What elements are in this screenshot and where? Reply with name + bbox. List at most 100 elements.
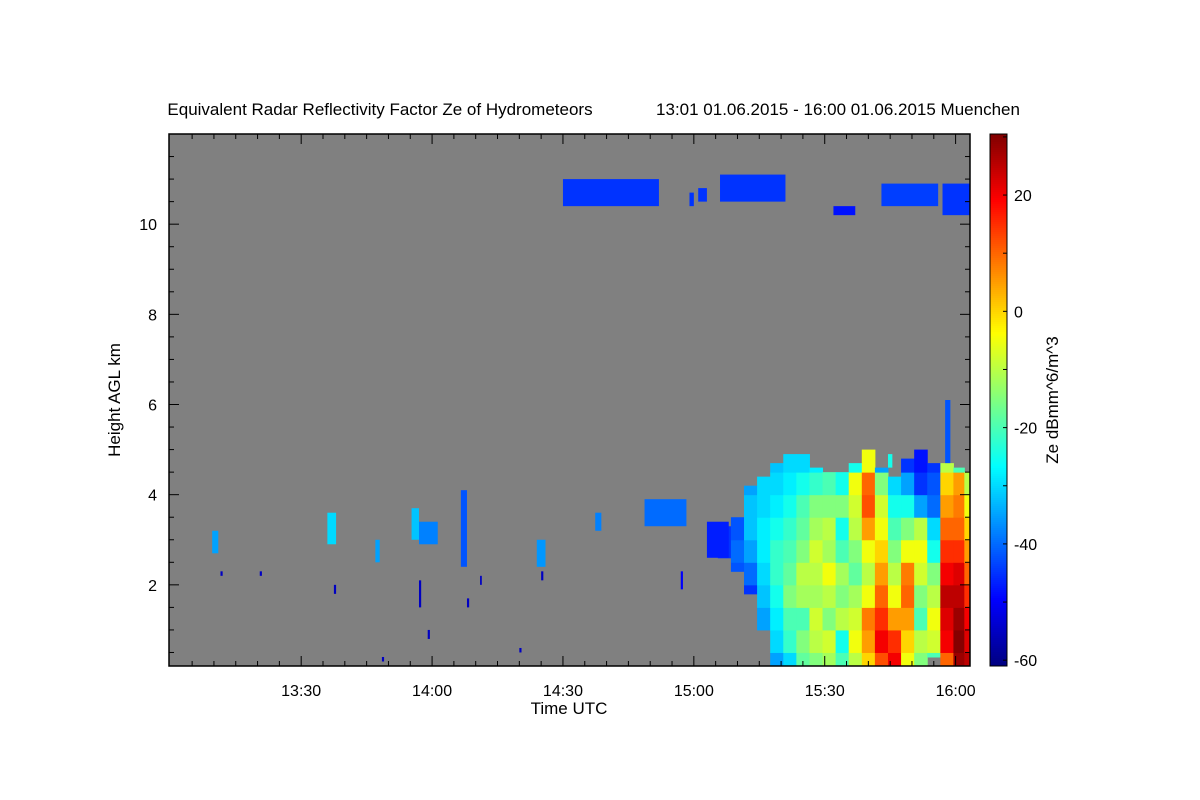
heatmap-cell [964, 607, 971, 631]
colorbar-segment [990, 478, 1007, 481]
heatmap-cell [861, 539, 876, 563]
colorbar-segment [990, 226, 1007, 229]
colorbar-segment [990, 250, 1007, 253]
colorbar-segment [990, 380, 1007, 383]
colorbar-segment [990, 262, 1007, 265]
heatmap-cell [964, 584, 971, 608]
colorbar-segment [990, 144, 1007, 147]
heatmap-cell [940, 584, 954, 608]
colorbar-segment [990, 212, 1007, 215]
colorbar-segment [990, 532, 1007, 535]
colorbar-segment [990, 254, 1007, 257]
colorbar-segment [990, 586, 1007, 589]
colorbar-segment [990, 488, 1007, 491]
heatmap-cell [901, 539, 915, 563]
colorbar-segment [990, 614, 1007, 617]
heatmap-cell [770, 463, 784, 473]
heatmap-cell [964, 562, 971, 586]
colorbar-segment [990, 148, 1007, 151]
heatmap-cell [809, 562, 824, 586]
colorbar-segment [990, 512, 1007, 515]
heatmap-cell [953, 467, 965, 473]
colorbar-segment [990, 486, 1007, 489]
echo-feature [460, 490, 467, 567]
colorbar-segment [990, 588, 1007, 591]
colorbar-segment [990, 590, 1007, 593]
heatmap-cell [940, 463, 954, 473]
colorbar-segment [990, 598, 1007, 601]
heatmap-cell [940, 652, 954, 667]
colorbar-segment [990, 364, 1007, 367]
echo-feature [519, 647, 522, 653]
colorbar-segment [990, 252, 1007, 255]
heatmap-cell [796, 607, 810, 631]
colorbar-segment [990, 312, 1007, 315]
colorbar-segment [990, 480, 1007, 483]
colorbar-segment [990, 642, 1007, 645]
plot-frame [168, 133, 971, 667]
heatmap-cell [835, 517, 850, 541]
colorbar-segment [990, 504, 1007, 507]
colorbar-segment [990, 214, 1007, 217]
colorbar-segment [990, 500, 1007, 503]
heatmap-cell [874, 517, 889, 541]
heatmap-cell [783, 607, 797, 631]
heatmap-cell [927, 494, 941, 518]
colorbar-segment [990, 408, 1007, 411]
colorbar-segment [990, 492, 1007, 495]
echo-feature [689, 192, 694, 207]
heatmap-cell [822, 539, 837, 563]
colorbar-segment [990, 462, 1007, 465]
echo-feature [212, 530, 219, 554]
colorbar-segment [990, 502, 1007, 505]
colorbar-segment [990, 196, 1007, 199]
colorbar-segment [990, 402, 1007, 405]
colorbar-segment [990, 416, 1007, 419]
colorbar-segment [990, 348, 1007, 351]
colorbar-segment [990, 654, 1007, 657]
echo-feature [418, 521, 438, 545]
colorbar-segment [990, 224, 1007, 227]
heatmap-cell [861, 584, 876, 608]
heatmap-cell [861, 607, 876, 631]
heatmap-cell [940, 472, 954, 496]
colorbar-segment [990, 388, 1007, 391]
heatmap-cell [848, 607, 863, 631]
colorbar-segment [990, 662, 1007, 665]
colorbar-segment [990, 600, 1007, 603]
heatmap-cell [848, 562, 863, 586]
colorbar-segment [990, 394, 1007, 397]
heatmap-cell [887, 652, 902, 667]
echo-feature [220, 571, 223, 576]
colorbar-segment [990, 168, 1007, 171]
heatmap-cell [770, 517, 784, 541]
colorbar-segment [990, 518, 1007, 521]
colorbar-segment [990, 382, 1007, 385]
heatmap-cell [887, 584, 902, 608]
colorbar-segment [990, 210, 1007, 213]
colorbar-segment [990, 386, 1007, 389]
chart-title: Equivalent Radar Reflectivity Factor Ze … [167, 100, 592, 119]
heatmap-cell [927, 652, 941, 658]
colorbar-segment [990, 584, 1007, 587]
colorbar-segment [990, 292, 1007, 295]
heatmap-cell [927, 463, 941, 473]
heatmap-cell [783, 652, 797, 667]
colorbar-segment [990, 414, 1007, 417]
heatmap-cell [822, 562, 837, 586]
colorbar-segment [990, 474, 1007, 477]
colorbar-segment [990, 616, 1007, 619]
heatmap-cell [757, 494, 771, 518]
colorbar-segment [990, 464, 1007, 467]
colorbar-segment [990, 446, 1007, 449]
colorbar-segment [990, 240, 1007, 243]
heatmap-cell [757, 584, 771, 608]
heatmap-cell [874, 652, 889, 667]
heatmap-cell [861, 562, 876, 586]
colorbar-segment [990, 360, 1007, 363]
heatmap-cell [796, 629, 810, 653]
colorbar-segment [990, 582, 1007, 585]
colorbar-segment [990, 176, 1007, 179]
colorbar-segment [990, 146, 1007, 149]
colorbar-segment [990, 476, 1007, 479]
